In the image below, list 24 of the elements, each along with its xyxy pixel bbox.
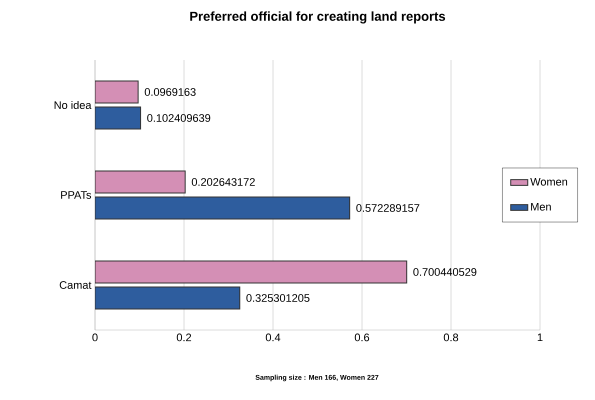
chart-title: Preferred official for creating land reports bbox=[190, 11, 446, 24]
bar bbox=[95, 196, 350, 220]
bar bbox=[95, 106, 142, 130]
x-tick-label: 0.4 bbox=[266, 334, 280, 342]
bar bbox=[95, 286, 240, 310]
x-tick-label: 0 bbox=[92, 334, 98, 342]
y-tick-label: PPATs bbox=[61, 191, 92, 199]
data-label: 0.325301205 bbox=[246, 294, 310, 302]
y-tick-label: Camat bbox=[60, 281, 92, 289]
data-label: 0.572289157 bbox=[356, 204, 420, 212]
x-tick-label: 0.6 bbox=[354, 334, 370, 342]
bar bbox=[95, 170, 186, 194]
data-label: 0.700440529 bbox=[413, 268, 476, 276]
bar bbox=[95, 80, 139, 104]
data-label: 0.0969163 bbox=[144, 88, 196, 96]
x-tick-label: 1 bbox=[538, 334, 543, 342]
bar bbox=[95, 260, 408, 284]
data-label: 0.102409639 bbox=[147, 114, 210, 122]
legend-label: Men bbox=[531, 203, 551, 211]
x-tick-label: 0.8 bbox=[444, 334, 458, 342]
y-tick-label: No idea bbox=[54, 100, 92, 110]
data-label: 0.202643172 bbox=[192, 178, 255, 186]
x-tick-label: 0.2 bbox=[176, 334, 192, 342]
legend-label: Women bbox=[530, 178, 568, 186]
